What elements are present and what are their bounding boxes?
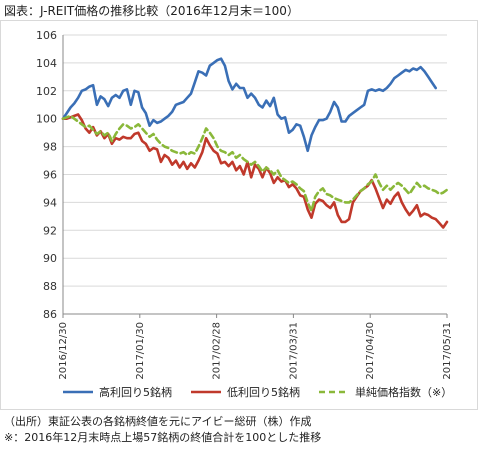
page-title: 図表：J-REIT価格の推移比較（2016年12月末＝100） — [4, 4, 299, 18]
y-tick-label: 88 — [43, 280, 57, 293]
series-line-3 — [61, 114, 449, 213]
source-note: （出所）東証公表の各銘柄終値を元にアイビー総研（株）作成 — [4, 415, 312, 428]
remark-note: ※：2016年12月末時点上場57銘柄の終値合計を100とした推移 — [4, 431, 322, 444]
notes: （出所）東証公表の各銘柄終値を元にアイビー総研（株）作成 ※：2016年12月末… — [4, 414, 321, 446]
x-tick-label: 2017/05/31 — [442, 322, 453, 380]
y-tick-label: 90 — [43, 252, 57, 265]
y-tick-label: 106 — [36, 29, 57, 42]
legend-label-1: 高利回り5銘柄 — [99, 385, 172, 399]
x-tick-label: 2017/01/30 — [135, 322, 146, 380]
y-tick-label: 102 — [36, 85, 57, 98]
legend-label-3: 単純価格指数（※） — [355, 385, 452, 399]
y-tick-label: 100 — [36, 113, 57, 126]
series-line-2 — [61, 113, 449, 229]
y-tick-label: 98 — [43, 141, 57, 154]
x-tick-label: 2016/12/30 — [58, 322, 69, 380]
y-tick-label: 92 — [43, 224, 57, 237]
x-tick-label: 2017/03/31 — [288, 322, 299, 380]
y-tick-label: 94 — [43, 196, 57, 209]
x-tick-label: 2017/02/28 — [212, 322, 223, 380]
legend-label-2: 低利回り5銘柄 — [227, 385, 300, 399]
series-line-1 — [61, 57, 438, 153]
y-tick-label: 86 — [43, 308, 57, 321]
line-chart: 86 88 90 92 94 96 98 100 102 104 106 2016/12/30 2017… — [36, 29, 453, 399]
y-tick-label: 104 — [36, 57, 57, 70]
chart-frame: 86 88 90 92 94 96 98 100 102 104 106 2016/12/30 2017… — [0, 20, 478, 410]
x-tick-label: 2017/04/30 — [365, 322, 376, 380]
y-tick-label: 96 — [43, 169, 57, 182]
